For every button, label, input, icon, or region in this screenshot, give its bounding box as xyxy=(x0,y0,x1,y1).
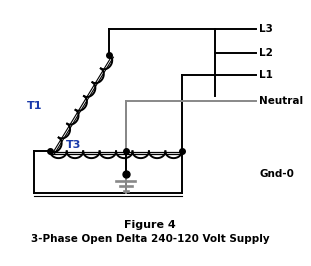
Text: Neutral: Neutral xyxy=(259,96,303,106)
Text: L3: L3 xyxy=(259,24,273,34)
Text: T3: T3 xyxy=(66,140,81,149)
Text: Gnd-0: Gnd-0 xyxy=(259,169,294,178)
Text: L1: L1 xyxy=(259,70,273,80)
Text: Figure 4: Figure 4 xyxy=(124,220,176,230)
Text: T1: T1 xyxy=(27,101,43,111)
Text: L2: L2 xyxy=(259,48,273,58)
Text: 3-Phase Open Delta 240-120 Volt Supply: 3-Phase Open Delta 240-120 Volt Supply xyxy=(30,234,269,244)
